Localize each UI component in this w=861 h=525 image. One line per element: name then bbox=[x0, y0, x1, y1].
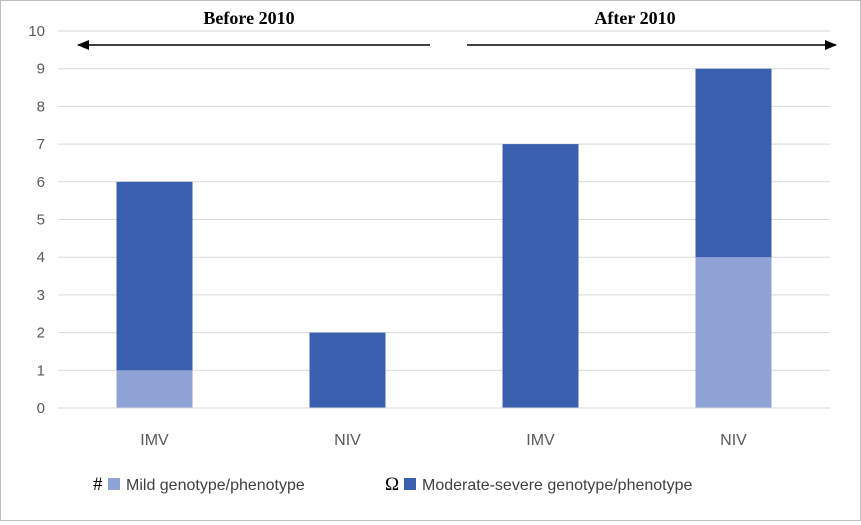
legend-label: Moderate-severe genotype/phenotype bbox=[422, 477, 693, 494]
y-tick-label: 3 bbox=[37, 287, 45, 304]
bar-segment-moderate-severe bbox=[502, 144, 579, 408]
bar-segment-mild bbox=[695, 257, 772, 408]
legend-label: Mild genotype/phenotype bbox=[126, 477, 305, 494]
y-tick-label: 5 bbox=[37, 212, 45, 229]
period-label: Before 2010 bbox=[203, 8, 294, 28]
y-tick-label: 6 bbox=[37, 174, 45, 191]
x-category-label: NIV bbox=[334, 432, 361, 449]
y-tick-label: 9 bbox=[37, 61, 45, 78]
y-tick-label: 7 bbox=[37, 136, 45, 153]
legend: # Mild genotype/phenotype Ω Moderate-severe… bbox=[93, 474, 693, 495]
x-axis-labels: IMV NIV IMV NIV bbox=[58, 407, 830, 449]
y-tick-label: 4 bbox=[37, 249, 45, 266]
x-category-label: IMV bbox=[140, 432, 169, 449]
x-category-label: IMV bbox=[526, 432, 555, 449]
period-annotations: Before 2010 After 2010 bbox=[77, 8, 837, 50]
bar-segment-moderate-severe bbox=[695, 68, 772, 258]
bar-segment-moderate-severe bbox=[309, 332, 386, 408]
period-label: After 2010 bbox=[594, 8, 675, 28]
legend-symbol: Ω bbox=[385, 474, 399, 495]
y-axis-ticks: 0 1 2 3 4 5 6 7 8 9 10 bbox=[28, 23, 45, 417]
y-tick-label: 8 bbox=[37, 98, 45, 115]
legend-swatch bbox=[404, 478, 416, 490]
legend-swatch bbox=[108, 478, 120, 490]
y-tick-label: 2 bbox=[37, 325, 45, 342]
y-tick-label: 0 bbox=[37, 400, 45, 417]
bar-segment-mild bbox=[116, 370, 193, 408]
legend-symbol: # bbox=[93, 474, 103, 495]
bars bbox=[116, 68, 772, 408]
bar-segment-moderate-severe bbox=[116, 181, 193, 371]
x-category-label: NIV bbox=[720, 432, 747, 449]
y-tick-label: 1 bbox=[37, 362, 45, 379]
y-tick-label: 10 bbox=[28, 23, 45, 40]
